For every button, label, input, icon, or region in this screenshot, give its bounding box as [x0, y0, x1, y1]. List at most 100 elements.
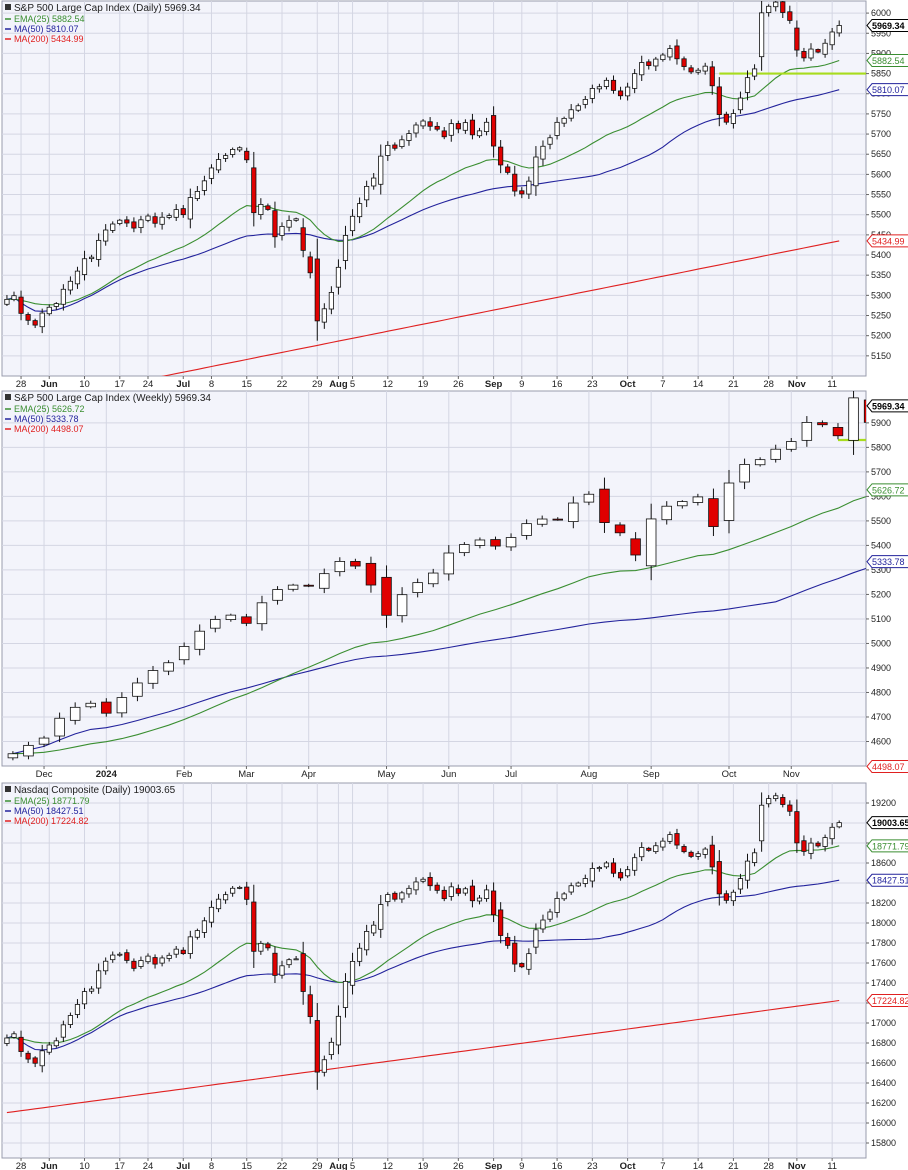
candle-body [709, 844, 715, 868]
candle-body [147, 670, 159, 684]
candle-body [138, 219, 144, 228]
candle-body [427, 121, 433, 127]
x-tick-label: 9 [519, 379, 524, 390]
candle-body [491, 890, 497, 916]
y-axis: 5150520052505300535054005450550055505600… [866, 8, 908, 361]
chart-panel-3: 1580016000162001640016600168001700017200… [1, 782, 908, 1170]
legend-entry-ma200: MA(200) 4498.07 [14, 424, 84, 434]
y-tick-label: 16000 [871, 1118, 896, 1128]
candle-body [124, 952, 130, 961]
candle-body [385, 144, 391, 156]
candle-body [794, 811, 800, 844]
candle-body [406, 133, 412, 141]
x-tick-label: Oct [620, 379, 637, 390]
candle-body [786, 441, 797, 450]
candle-body [730, 113, 736, 124]
x-tick-label: Sep [485, 1161, 503, 1170]
x-tick-label: Jun [41, 379, 58, 390]
candle-body [88, 988, 95, 992]
candle-body [476, 130, 483, 137]
y-axis: 4600 4700 4800 4900 5000 5100 5200 5300 5400 5500… [866, 399, 908, 773]
candle-body [279, 225, 285, 236]
candle-body [46, 306, 52, 315]
candle-body [561, 117, 567, 124]
candle-body [279, 965, 285, 976]
x-tick-label: 23 [587, 1161, 598, 1170]
x-tick-label: Sep [485, 379, 503, 390]
x-tick-label: Jul [176, 379, 190, 390]
candle-body [794, 27, 800, 51]
svg-text:17224.82: 17224.82 [872, 996, 908, 1006]
candle-body [321, 1059, 327, 1073]
y-tick-label: 5100 [871, 614, 891, 624]
y-tick-label: 18600 [871, 858, 896, 868]
candle-body [307, 256, 313, 274]
x-tick-label: Jul [176, 1161, 190, 1170]
candle-body [23, 744, 34, 757]
x-tick-label: Aug [329, 379, 348, 390]
candle-body [660, 840, 666, 848]
y-tick-label: 5000 [871, 638, 891, 648]
x-tick-label: 5 [350, 1161, 355, 1170]
y-tick-label: 5550 [871, 190, 891, 200]
svg-text:18427.51: 18427.51 [872, 876, 908, 886]
candle-body [533, 156, 539, 187]
last-price-tag: 5969.34 [866, 399, 908, 413]
candle-body [780, 797, 786, 805]
y-tick-label: 5250 [871, 311, 891, 321]
candle-body [194, 191, 200, 199]
ma50-line [6, 89, 840, 312]
candle-body [617, 872, 624, 879]
y-tick-label: 5300 [871, 290, 891, 300]
candle-body [448, 886, 454, 897]
candle-body [39, 312, 45, 328]
y-tick-label: 16800 [871, 1038, 896, 1048]
candle-body [832, 427, 844, 437]
candle-body [695, 69, 701, 73]
candle-body [349, 960, 356, 986]
candle-body [596, 867, 602, 870]
candle-body [342, 980, 349, 1008]
candle-body [490, 539, 501, 547]
svg-text:19003.65: 19003.65 [872, 818, 908, 828]
candle-body [18, 1036, 24, 1052]
ma200-line [161, 240, 840, 376]
y-tick-label: 4600 [871, 736, 891, 746]
candle-body [256, 602, 268, 625]
x-tick-label: 24 [143, 1161, 154, 1170]
candle-body [74, 1004, 81, 1015]
candle-body [759, 12, 765, 58]
y-tick-label: 5600 [871, 169, 891, 179]
y-tick-label: 5500 [871, 516, 891, 526]
candle-body [462, 888, 468, 894]
x-tick-label: 11 [827, 1161, 837, 1170]
legend-entry-ma200: MA(200) 17224.82 [14, 816, 89, 826]
ma200-value-tag: 5434.99 [866, 234, 908, 248]
candle-body [152, 216, 158, 224]
candle-body [505, 166, 511, 173]
candle-body [653, 58, 659, 67]
candle-body [459, 544, 470, 554]
chart-header: Nasdaq Composite (Daily) 19003.65EMA(25)… [5, 785, 176, 826]
candle-body [674, 45, 680, 60]
candle-body [103, 960, 109, 972]
chart-panel-2: 4600 4700 4800 4900 5000 5100 5200 5300 5400 5500… [1, 390, 908, 780]
chart-title: Nasdaq Composite (Daily) 19003.65 [14, 785, 176, 796]
candle-body [773, 1, 779, 8]
candle-body [303, 584, 314, 587]
y-tick-label: 16200 [871, 1098, 896, 1108]
candle-body [751, 852, 758, 863]
candle-body [801, 51, 807, 59]
plot-area [1, 0, 867, 377]
chart-icon [5, 786, 11, 792]
candle-body [448, 123, 454, 136]
y-tick-label: 4700 [871, 712, 891, 722]
candle-body [702, 848, 708, 855]
candle-body [568, 885, 574, 893]
candle-body [371, 177, 377, 187]
ma200-line [6, 999, 840, 1114]
candle-body [314, 1020, 320, 1073]
x-axis: 28 Jun 10 17 24 Jul 8 15 22 29 Aug 5 12 19 26 Sep 9 16 23 O… [16, 376, 837, 390]
candle-body [817, 422, 828, 426]
